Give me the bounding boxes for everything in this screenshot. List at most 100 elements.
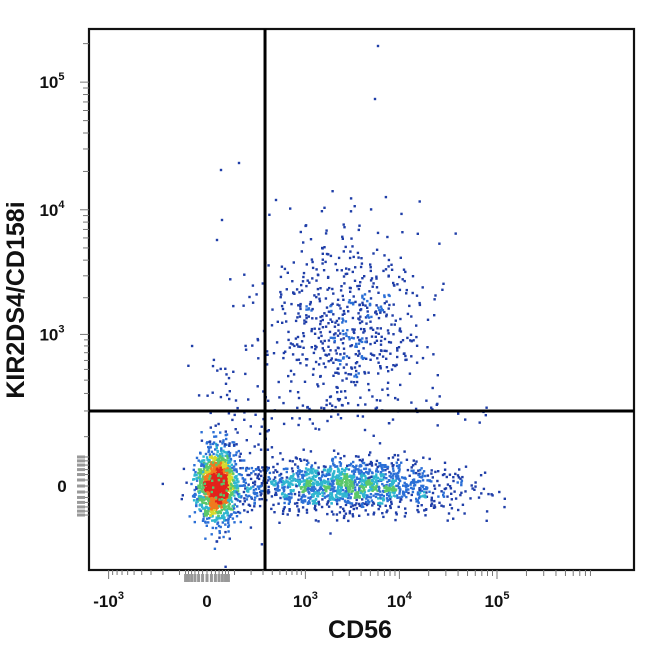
event-point bbox=[319, 315, 322, 319]
event-point bbox=[219, 500, 222, 504]
event-point bbox=[345, 495, 348, 498]
event-point bbox=[392, 283, 396, 287]
event-point bbox=[212, 477, 215, 480]
event-point bbox=[374, 311, 377, 314]
event-point bbox=[308, 407, 311, 411]
event-point bbox=[229, 488, 233, 491]
event-point bbox=[356, 483, 359, 487]
event-point bbox=[338, 477, 341, 481]
event-point bbox=[364, 481, 368, 485]
event-point bbox=[364, 478, 367, 481]
event-point bbox=[276, 320, 279, 323]
event-point bbox=[290, 302, 293, 306]
event-point bbox=[346, 475, 349, 478]
event-point bbox=[339, 464, 342, 467]
event-point bbox=[369, 269, 372, 273]
event-point bbox=[398, 492, 401, 495]
event-point bbox=[280, 304, 284, 308]
event-point bbox=[276, 485, 280, 488]
event-point bbox=[313, 501, 316, 504]
event-point bbox=[343, 484, 347, 487]
event-point bbox=[227, 517, 230, 520]
event-point bbox=[303, 322, 306, 325]
event-point bbox=[339, 363, 342, 366]
event-point bbox=[459, 477, 462, 480]
event-point bbox=[266, 430, 269, 433]
event-point bbox=[228, 451, 232, 455]
event-point bbox=[400, 495, 404, 498]
event-point bbox=[257, 468, 261, 471]
event-point bbox=[215, 453, 218, 456]
event-point bbox=[336, 391, 339, 394]
event-point bbox=[213, 458, 217, 461]
event-point bbox=[276, 470, 279, 474]
event-point bbox=[384, 473, 387, 476]
event-point bbox=[296, 514, 300, 517]
event-point bbox=[378, 353, 381, 356]
event-point bbox=[207, 486, 211, 490]
event-point bbox=[423, 491, 426, 494]
event-point bbox=[330, 479, 333, 483]
event-point bbox=[346, 482, 349, 485]
event-point bbox=[213, 512, 217, 515]
event-point bbox=[206, 473, 209, 476]
event-point bbox=[291, 417, 294, 420]
event-point bbox=[370, 335, 374, 338]
event-point bbox=[305, 305, 308, 308]
event-point bbox=[461, 503, 465, 506]
event-point bbox=[234, 489, 237, 493]
event-point bbox=[202, 496, 205, 499]
event-point bbox=[375, 312, 378, 316]
event-point bbox=[339, 487, 343, 490]
event-point bbox=[221, 498, 224, 501]
event-point bbox=[393, 323, 396, 326]
event-point bbox=[299, 497, 303, 501]
event-point bbox=[268, 477, 272, 480]
event-point bbox=[280, 293, 283, 296]
event-point bbox=[477, 496, 481, 499]
event-point bbox=[233, 494, 236, 497]
event-point bbox=[392, 303, 395, 306]
event-point bbox=[256, 485, 259, 488]
event-point bbox=[243, 497, 246, 500]
event-point bbox=[396, 496, 399, 499]
event-point bbox=[301, 494, 304, 497]
event-point bbox=[332, 462, 335, 465]
event-point bbox=[270, 324, 274, 327]
y-zero-tick bbox=[77, 478, 85, 482]
event-point bbox=[254, 496, 257, 499]
event-point bbox=[233, 413, 236, 417]
event-point bbox=[277, 502, 280, 505]
event-point bbox=[300, 499, 303, 502]
event-point bbox=[216, 494, 219, 498]
event-point bbox=[219, 440, 222, 443]
event-point bbox=[211, 519, 214, 522]
event-point bbox=[367, 502, 370, 506]
event-point bbox=[417, 493, 420, 496]
event-point bbox=[318, 297, 321, 300]
event-point bbox=[359, 472, 363, 475]
event-point bbox=[188, 515, 191, 518]
event-point bbox=[308, 492, 311, 495]
event-point bbox=[244, 487, 247, 490]
event-point bbox=[211, 526, 214, 530]
event-point bbox=[349, 290, 352, 293]
event-point bbox=[357, 372, 360, 375]
event-point bbox=[300, 470, 304, 473]
event-point bbox=[347, 488, 350, 492]
event-point bbox=[231, 418, 234, 422]
event-point bbox=[226, 473, 229, 477]
event-point bbox=[379, 311, 382, 314]
event-point bbox=[355, 502, 358, 505]
event-point bbox=[381, 309, 385, 312]
event-point bbox=[209, 411, 212, 415]
event-point bbox=[351, 470, 354, 473]
event-point bbox=[229, 496, 233, 500]
event-point bbox=[288, 499, 291, 502]
event-point bbox=[340, 477, 343, 480]
event-point bbox=[338, 489, 341, 493]
event-point bbox=[354, 455, 358, 458]
event-point bbox=[425, 495, 429, 498]
event-point bbox=[361, 479, 364, 482]
